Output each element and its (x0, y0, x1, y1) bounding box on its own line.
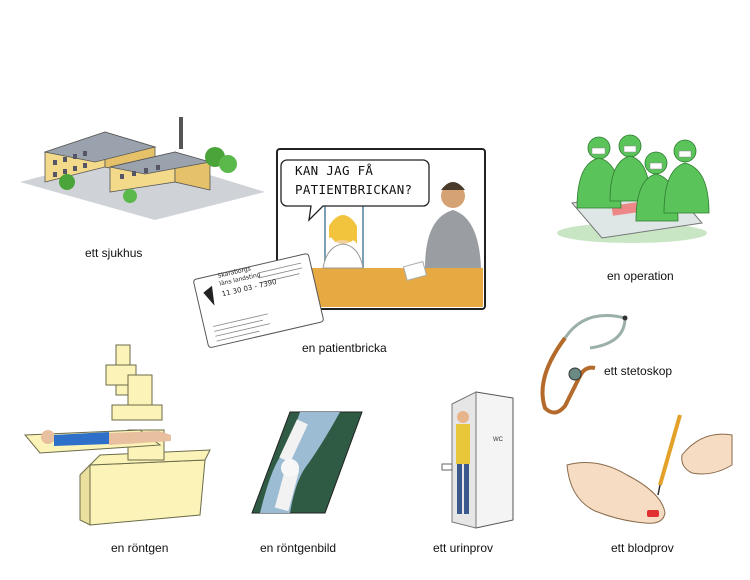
xray-machine-icon (23, 344, 211, 526)
blood-test-illustration (562, 410, 737, 535)
label-urine-test: ett urinprov (433, 541, 494, 555)
restroom-door-icon (441, 391, 514, 529)
label-operation: en operation (607, 269, 674, 283)
label-stethoscope: ett stetoskop (604, 364, 673, 378)
label-blood-test: ett blodprov (611, 541, 674, 555)
stethoscope-icon (540, 314, 628, 415)
patient-card-illustration: KAN JAG FÅ PATIENTBRICKAN? Skaraborgs lä… (193, 148, 490, 358)
xray-image-illustration (250, 410, 365, 515)
patient-card (193, 253, 324, 348)
label-hospital: ett sjukhus (85, 246, 143, 260)
door-sign: WC (493, 437, 503, 443)
hands-blood-test-icon (566, 414, 733, 524)
urine-test-illustration: WC (438, 390, 518, 530)
surgeons-icon (557, 134, 710, 243)
hospital-icon (20, 117, 265, 220)
speech-bubble-text: KAN JAG FÅ PATIENTBRICKAN? (295, 163, 413, 197)
label-xray-machine: en röntgen (111, 541, 169, 555)
label-patient-card: en patientbricka (302, 341, 387, 355)
stethoscope-illustration (530, 300, 640, 420)
hospital-illustration (15, 112, 270, 220)
xray-image-icon (251, 411, 363, 514)
xray-machine-illustration (20, 335, 220, 530)
operation-illustration (552, 133, 727, 248)
label-xray-image: en röntgenbild (260, 541, 337, 555)
